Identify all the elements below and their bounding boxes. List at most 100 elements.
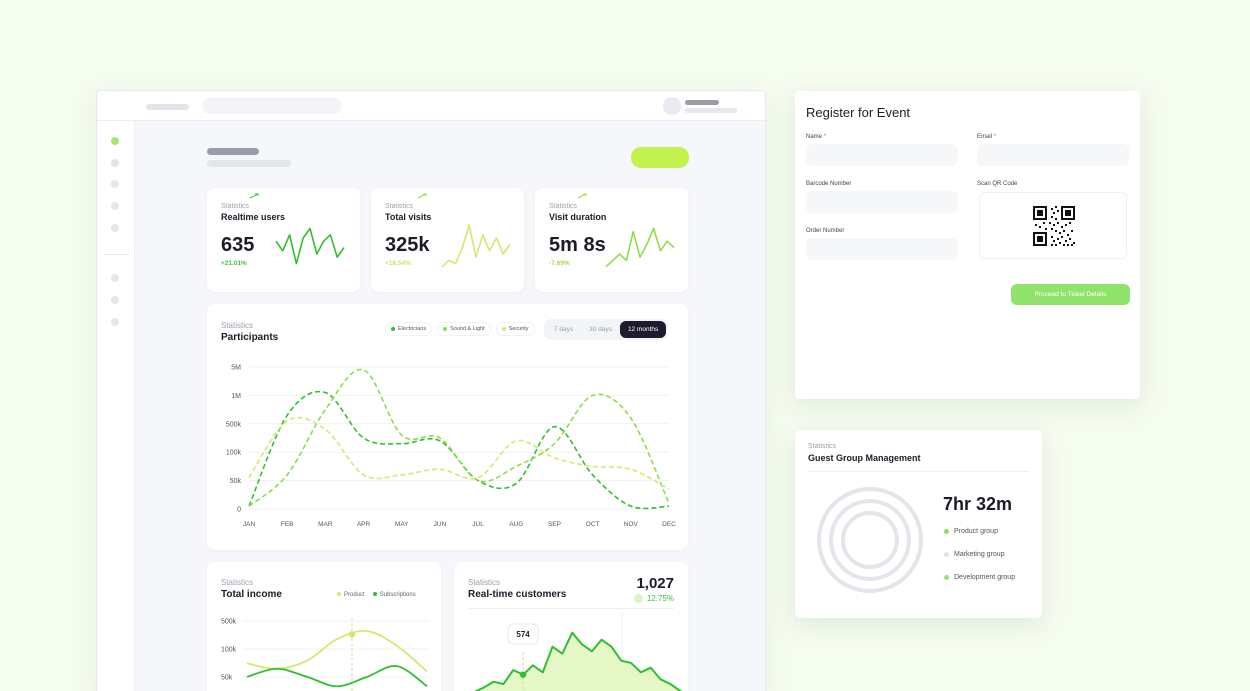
guest-title: Guest Group Management [808,453,921,463]
legend-security[interactable]: Security [495,322,535,336]
group-development[interactable]: Development group [944,574,1015,581]
legend-dot [337,592,341,596]
search-placeholder[interactable] [202,98,342,114]
email-field[interactable] [977,144,1129,166]
legend-label: Electricians [398,326,427,332]
stat-title: Visit duration [549,212,607,222]
sparkline-path [605,227,675,268]
required-mark: * [823,134,827,140]
series-line-product [246,630,428,673]
legend-sound-light[interactable]: Sound & Light [437,322,491,336]
x-tick-label: AUG [509,521,523,528]
group-product[interactable]: Product group [944,528,998,535]
ring-inner [841,511,899,569]
qr-finder-core [1037,236,1043,242]
sidebar-item[interactable] [111,296,119,304]
x-tick-label: APR [357,521,371,528]
qr-module [1035,224,1037,226]
legend-label: Security [508,326,529,332]
tooltip-value: 574 [516,630,530,639]
avatar[interactable] [663,97,681,115]
legend-electricians[interactable]: Electricians [385,322,433,336]
guest-label: Statistics [808,443,837,450]
name-field[interactable] [806,144,958,166]
hover-point[interactable] [348,631,356,638]
hover-point[interactable] [519,671,527,678]
stat-label: Statistics [385,203,414,210]
qr-module [1059,242,1061,244]
sidebar-item[interactable] [111,318,119,326]
primary-action-button[interactable] [631,147,689,168]
sidebar-item[interactable] [111,159,119,167]
header-divider [468,608,674,609]
qr-module [1069,222,1071,224]
participants-legend: Electricians Sound & Light Security [385,322,535,336]
topbar-placeholder [146,104,189,110]
stat-value: 635 [221,234,255,256]
legend-dot [501,327,506,331]
range-30-days[interactable]: 30 days [589,326,612,333]
sparkline-path [441,224,511,268]
participants-chart: 0 50k 100k 500k 1M 5M JAN FEB MAR APR MAY JUN JUL AUG… [226,365,676,529]
ring-middle [829,499,911,581]
tooltip-box [507,623,539,645]
qr-scan-area[interactable] [979,192,1127,259]
barcode-field[interactable] [806,191,958,213]
group-label: Development group [954,574,1016,581]
sidebar-item[interactable] [111,180,119,188]
stat-title: Total visits [385,212,432,222]
stat-label: Statistics [221,203,250,210]
range-7-days[interactable]: 7 days [554,326,574,333]
y-tick-label: 500k [226,421,242,428]
income-legend: Product Subscriptions [337,592,416,598]
qr-module [1065,240,1067,242]
group-dot [944,575,949,580]
range-selector: 7 days 30 days 12 months [544,319,669,340]
qr-module [1055,230,1057,232]
proceed-button[interactable]: Proceed to Ticket Details [1011,284,1130,305]
barcode-label: Barcode Number [806,181,852,187]
qr-module [1069,238,1071,240]
sidebar-item[interactable] [111,274,119,282]
customers-value: 1,027 [636,575,674,592]
sidebar-item[interactable] [111,202,119,210]
qr-module [1063,230,1065,232]
qr-finder-core [1037,210,1043,216]
qr-finder-core [1065,210,1071,216]
y-tick-label: 0 [237,507,241,514]
order-field[interactable] [806,238,958,260]
group-marketing[interactable]: Marketing group [944,551,1005,558]
qr-module [1051,216,1053,218]
stat-delta: +21.01% [221,260,247,267]
customers-label: Statistics [468,578,501,587]
qr-module [1055,206,1057,208]
sidebar-item-active[interactable] [111,137,119,145]
area-fill [476,632,681,691]
x-tick-label: DEC [662,521,676,528]
qr-module [1051,228,1053,230]
qr-module [1057,238,1059,240]
qr-module [1067,234,1069,236]
ring-outer [817,487,923,593]
legend-label: Subscriptions [379,592,416,598]
dashboard-window: Statistics Realtime users 635 +21.01% St… [96,90,766,691]
sparkline [441,224,511,268]
series-line-subscriptions [246,665,428,688]
stat-value: 5m 8s [549,234,606,256]
order-label: Order Number [806,228,845,234]
qr-module [1061,236,1063,238]
group-dot [944,552,949,557]
sidebar-divider [103,254,129,255]
qr-module [1057,222,1059,224]
stat-title: Realtime users [221,212,286,222]
delta-indicator-icon [633,594,643,603]
legend-product[interactable]: Product [337,592,365,598]
range-12-months[interactable]: 12 months [619,321,667,338]
qr-module [1071,230,1073,232]
sidebar-item[interactable] [111,224,119,232]
x-tick-label: OCT [586,521,600,528]
x-tick-label: SEP [548,521,561,528]
legend-subscriptions[interactable]: Subscriptions [372,592,416,598]
qr-module [1063,244,1065,246]
y-tick-label: 5M [231,365,241,372]
